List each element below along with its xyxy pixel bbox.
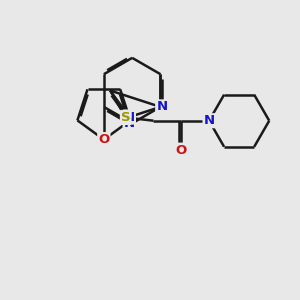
Text: O: O [176,144,187,157]
Text: N: N [156,100,167,113]
Text: N: N [203,114,214,127]
Text: N: N [124,117,135,130]
Text: O: O [98,133,110,146]
Text: S: S [121,111,130,124]
Text: N: N [156,102,167,115]
Text: N: N [124,110,135,124]
